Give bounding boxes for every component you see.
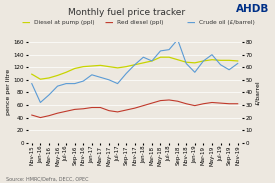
Crude oil (£/barrel) (176, 38, 179, 41)
Text: AHDB: AHDB (236, 4, 270, 14)
Diesel at pump (ppl) (82, 66, 85, 68)
Diesel at pump (ppl) (236, 60, 239, 62)
Diesel at pump (ppl) (125, 66, 128, 68)
Diesel at pump (ppl) (150, 60, 153, 62)
Crude oil (£/barrel) (64, 83, 68, 85)
Diesel at pump (ppl) (56, 74, 59, 76)
Diesel at pump (ppl) (30, 73, 34, 75)
Crude oil (£/barrel) (90, 74, 94, 76)
Text: Red diesel (ppl): Red diesel (ppl) (117, 20, 163, 25)
Diesel at pump (ppl) (227, 59, 231, 61)
Text: Monthly fuel price tracker: Monthly fuel price tracker (68, 8, 185, 17)
Crude oil (£/barrel) (185, 62, 188, 65)
Crude oil (£/barrel) (202, 60, 205, 62)
Red diesel (ppl) (82, 108, 85, 110)
Crude oil (£/barrel) (99, 76, 102, 78)
Diesel at pump (ppl) (47, 77, 51, 79)
Diesel at pump (ppl) (210, 59, 214, 61)
Crude oil (£/barrel) (167, 48, 171, 51)
Text: —: — (187, 18, 196, 27)
Red diesel (ppl) (39, 117, 42, 119)
Crude oil (£/barrel) (116, 83, 119, 85)
Red diesel (ppl) (142, 104, 145, 107)
Diesel at pump (ppl) (116, 67, 119, 69)
Red diesel (ppl) (202, 103, 205, 105)
Red diesel (ppl) (47, 115, 51, 117)
Red diesel (ppl) (159, 100, 162, 102)
Crude oil (£/barrel) (236, 62, 239, 65)
Crude oil (£/barrel) (219, 64, 222, 66)
Diesel at pump (ppl) (176, 59, 179, 61)
Y-axis label: pence per litre: pence per litre (6, 69, 11, 115)
Red diesel (ppl) (73, 108, 76, 111)
Red diesel (ppl) (185, 103, 188, 105)
Crude oil (£/barrel) (82, 80, 85, 82)
Text: —: — (22, 18, 31, 27)
Diesel at pump (ppl) (159, 56, 162, 58)
Red diesel (ppl) (150, 102, 153, 104)
Text: —: — (104, 18, 113, 27)
Diesel at pump (ppl) (90, 65, 94, 67)
Text: Diesel at pump (ppl): Diesel at pump (ppl) (34, 20, 95, 25)
Red diesel (ppl) (167, 99, 171, 101)
Crude oil (£/barrel) (159, 50, 162, 52)
Red diesel (ppl) (30, 114, 34, 116)
Text: Crude oil (£/barrel): Crude oil (£/barrel) (199, 20, 255, 25)
Diesel at pump (ppl) (73, 67, 76, 70)
Diesel at pump (ppl) (193, 62, 196, 64)
Red diesel (ppl) (116, 111, 119, 113)
Diesel at pump (ppl) (64, 71, 68, 73)
Red diesel (ppl) (219, 102, 222, 104)
Crude oil (£/barrel) (73, 83, 76, 85)
Diesel at pump (ppl) (99, 64, 102, 66)
Crude oil (£/barrel) (56, 85, 59, 87)
Red diesel (ppl) (210, 101, 214, 104)
Diesel at pump (ppl) (142, 62, 145, 64)
Crude oil (£/barrel) (210, 54, 214, 56)
Crude oil (£/barrel) (30, 83, 34, 85)
Diesel at pump (ppl) (39, 78, 42, 80)
Crude oil (£/barrel) (133, 64, 136, 66)
Crude oil (£/barrel) (39, 101, 42, 104)
Red diesel (ppl) (227, 103, 231, 105)
Red diesel (ppl) (176, 100, 179, 102)
Line: Diesel at pump (ppl): Diesel at pump (ppl) (32, 57, 238, 79)
Crude oil (£/barrel) (227, 69, 231, 71)
Crude oil (£/barrel) (193, 71, 196, 73)
Crude oil (£/barrel) (125, 72, 128, 75)
Red diesel (ppl) (236, 103, 239, 105)
Red diesel (ppl) (99, 106, 102, 109)
Diesel at pump (ppl) (107, 66, 111, 68)
Red diesel (ppl) (193, 104, 196, 107)
Y-axis label: £/barrel: £/barrel (255, 80, 260, 105)
Line: Crude oil (£/barrel): Crude oil (£/barrel) (32, 40, 238, 102)
Diesel at pump (ppl) (202, 60, 205, 62)
Red diesel (ppl) (125, 109, 128, 111)
Diesel at pump (ppl) (219, 59, 222, 61)
Line: Red diesel (ppl): Red diesel (ppl) (32, 100, 238, 118)
Crude oil (£/barrel) (142, 56, 145, 58)
Red diesel (ppl) (90, 106, 94, 109)
Diesel at pump (ppl) (185, 61, 188, 63)
Crude oil (£/barrel) (107, 79, 111, 81)
Diesel at pump (ppl) (133, 64, 136, 66)
Diesel at pump (ppl) (167, 56, 171, 58)
Red diesel (ppl) (64, 110, 68, 112)
Red diesel (ppl) (107, 110, 111, 112)
Crude oil (£/barrel) (150, 60, 153, 62)
Crude oil (£/barrel) (47, 94, 51, 96)
Text: Source: HMRC/Defra, DECC, OPEC: Source: HMRC/Defra, DECC, OPEC (6, 176, 88, 181)
Red diesel (ppl) (56, 112, 59, 114)
Red diesel (ppl) (133, 107, 136, 109)
